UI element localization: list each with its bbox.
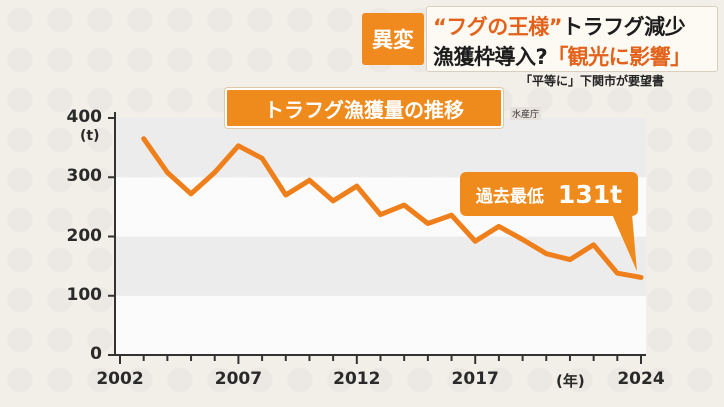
- headline-text-1: トラフグ減少: [562, 15, 686, 39]
- y-tick-label: 300: [66, 166, 103, 187]
- headline-box: “フグの王様”トラフグ減少 漁獲枠導入?「観光に影響」: [426, 6, 718, 72]
- series-line: [141, 136, 644, 280]
- callout-value: 131t: [557, 179, 623, 209]
- chart-title: トラフグ漁獲量の推移: [225, 88, 503, 128]
- x-tick-label: 2012: [333, 369, 381, 389]
- callout-label: 過去最低: [475, 186, 544, 207]
- series-layer: [141, 136, 644, 280]
- grid-bands: [115, 118, 646, 355]
- y-tick-label: 200: [66, 225, 103, 246]
- headline-line-1: “フグの王様”トラフグ減少: [433, 11, 686, 41]
- y-tick-label: 0: [90, 344, 102, 364]
- y-tick-label: 400: [66, 107, 103, 127]
- x-axis-unit: (年): [556, 372, 585, 390]
- x-tick-label: 2002: [96, 369, 144, 389]
- callout-pointer: [612, 214, 637, 272]
- y-axis-unit: (t): [80, 128, 100, 144]
- source-label: 水産庁: [510, 107, 542, 120]
- grid-band: [115, 236, 646, 296]
- news-tag: 異変: [362, 13, 424, 65]
- headline-text-2: 漁獲枠導入?: [433, 45, 548, 69]
- record-low-callout: 過去最低 131t: [460, 172, 638, 216]
- axes: [108, 112, 646, 364]
- headline-highlight-1: “フグの王様”: [433, 15, 563, 39]
- x-tick-label: 2017: [451, 369, 499, 389]
- x-tick-label: 2024: [617, 369, 665, 389]
- x-tick-label: 2007: [214, 369, 263, 389]
- subcaption: 「平等に」下関市が要望書: [520, 74, 665, 88]
- grid-band: [115, 295, 646, 355]
- headline-line-2: 漁獲枠導入?「観光に影響」: [433, 41, 691, 71]
- y-tick-label: 100: [66, 284, 103, 305]
- headline-highlight-2: 「観光に影響」: [547, 45, 691, 69]
